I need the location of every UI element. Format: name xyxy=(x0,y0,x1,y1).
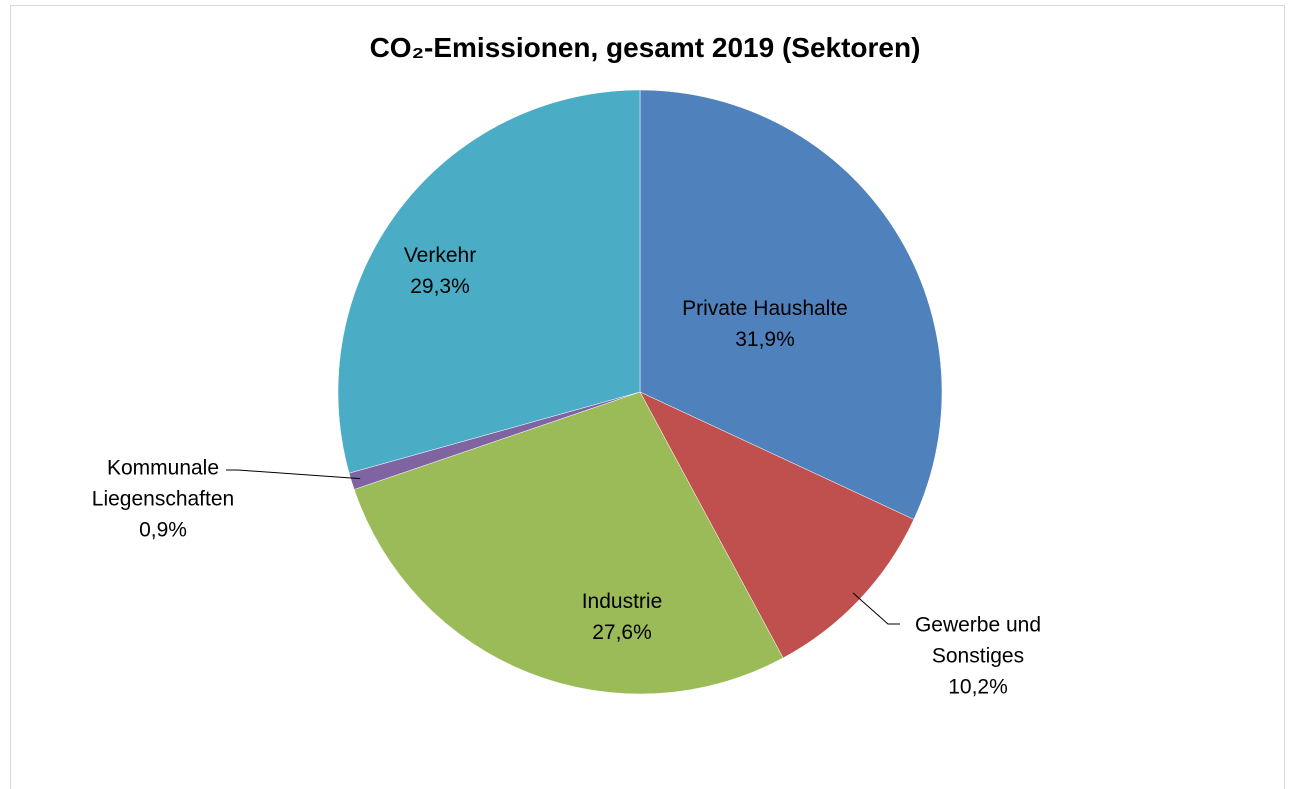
leader-line xyxy=(226,469,361,480)
slice-label: Industrie 27,6% xyxy=(542,586,702,648)
slice-label: Kommunale Liegenschaften 0,9% xyxy=(78,453,248,546)
value-label: 31,9% xyxy=(735,328,795,351)
chart-title: CO₂-Emissionen, gesamt 2019 (Sektoren) xyxy=(369,32,921,63)
value-label: 0,9% xyxy=(139,518,187,542)
pie-slice xyxy=(639,89,943,520)
category-name: Private Haushalte xyxy=(682,297,848,320)
category-name: Kommunale Liegenschaften xyxy=(91,456,235,511)
value-label: 29,3% xyxy=(410,275,470,298)
category-name: Verkehr xyxy=(403,244,477,267)
slice-label: Gewerbe und Sonstiges 10,2% xyxy=(903,610,1053,703)
pie-slice xyxy=(353,391,784,695)
value-label: 10,2% xyxy=(948,675,1008,699)
pie-slice xyxy=(337,89,641,474)
value-label: 27,6% xyxy=(592,621,652,644)
slice-label: Verkehr 29,3% xyxy=(360,240,520,302)
slice-label: Private Haushalte 31,9% xyxy=(645,293,885,355)
leader-line xyxy=(852,592,900,625)
category-name: Industrie xyxy=(581,590,663,613)
category-name: Gewerbe und Sonstiges xyxy=(914,613,1042,668)
chart-frame xyxy=(10,5,1285,789)
